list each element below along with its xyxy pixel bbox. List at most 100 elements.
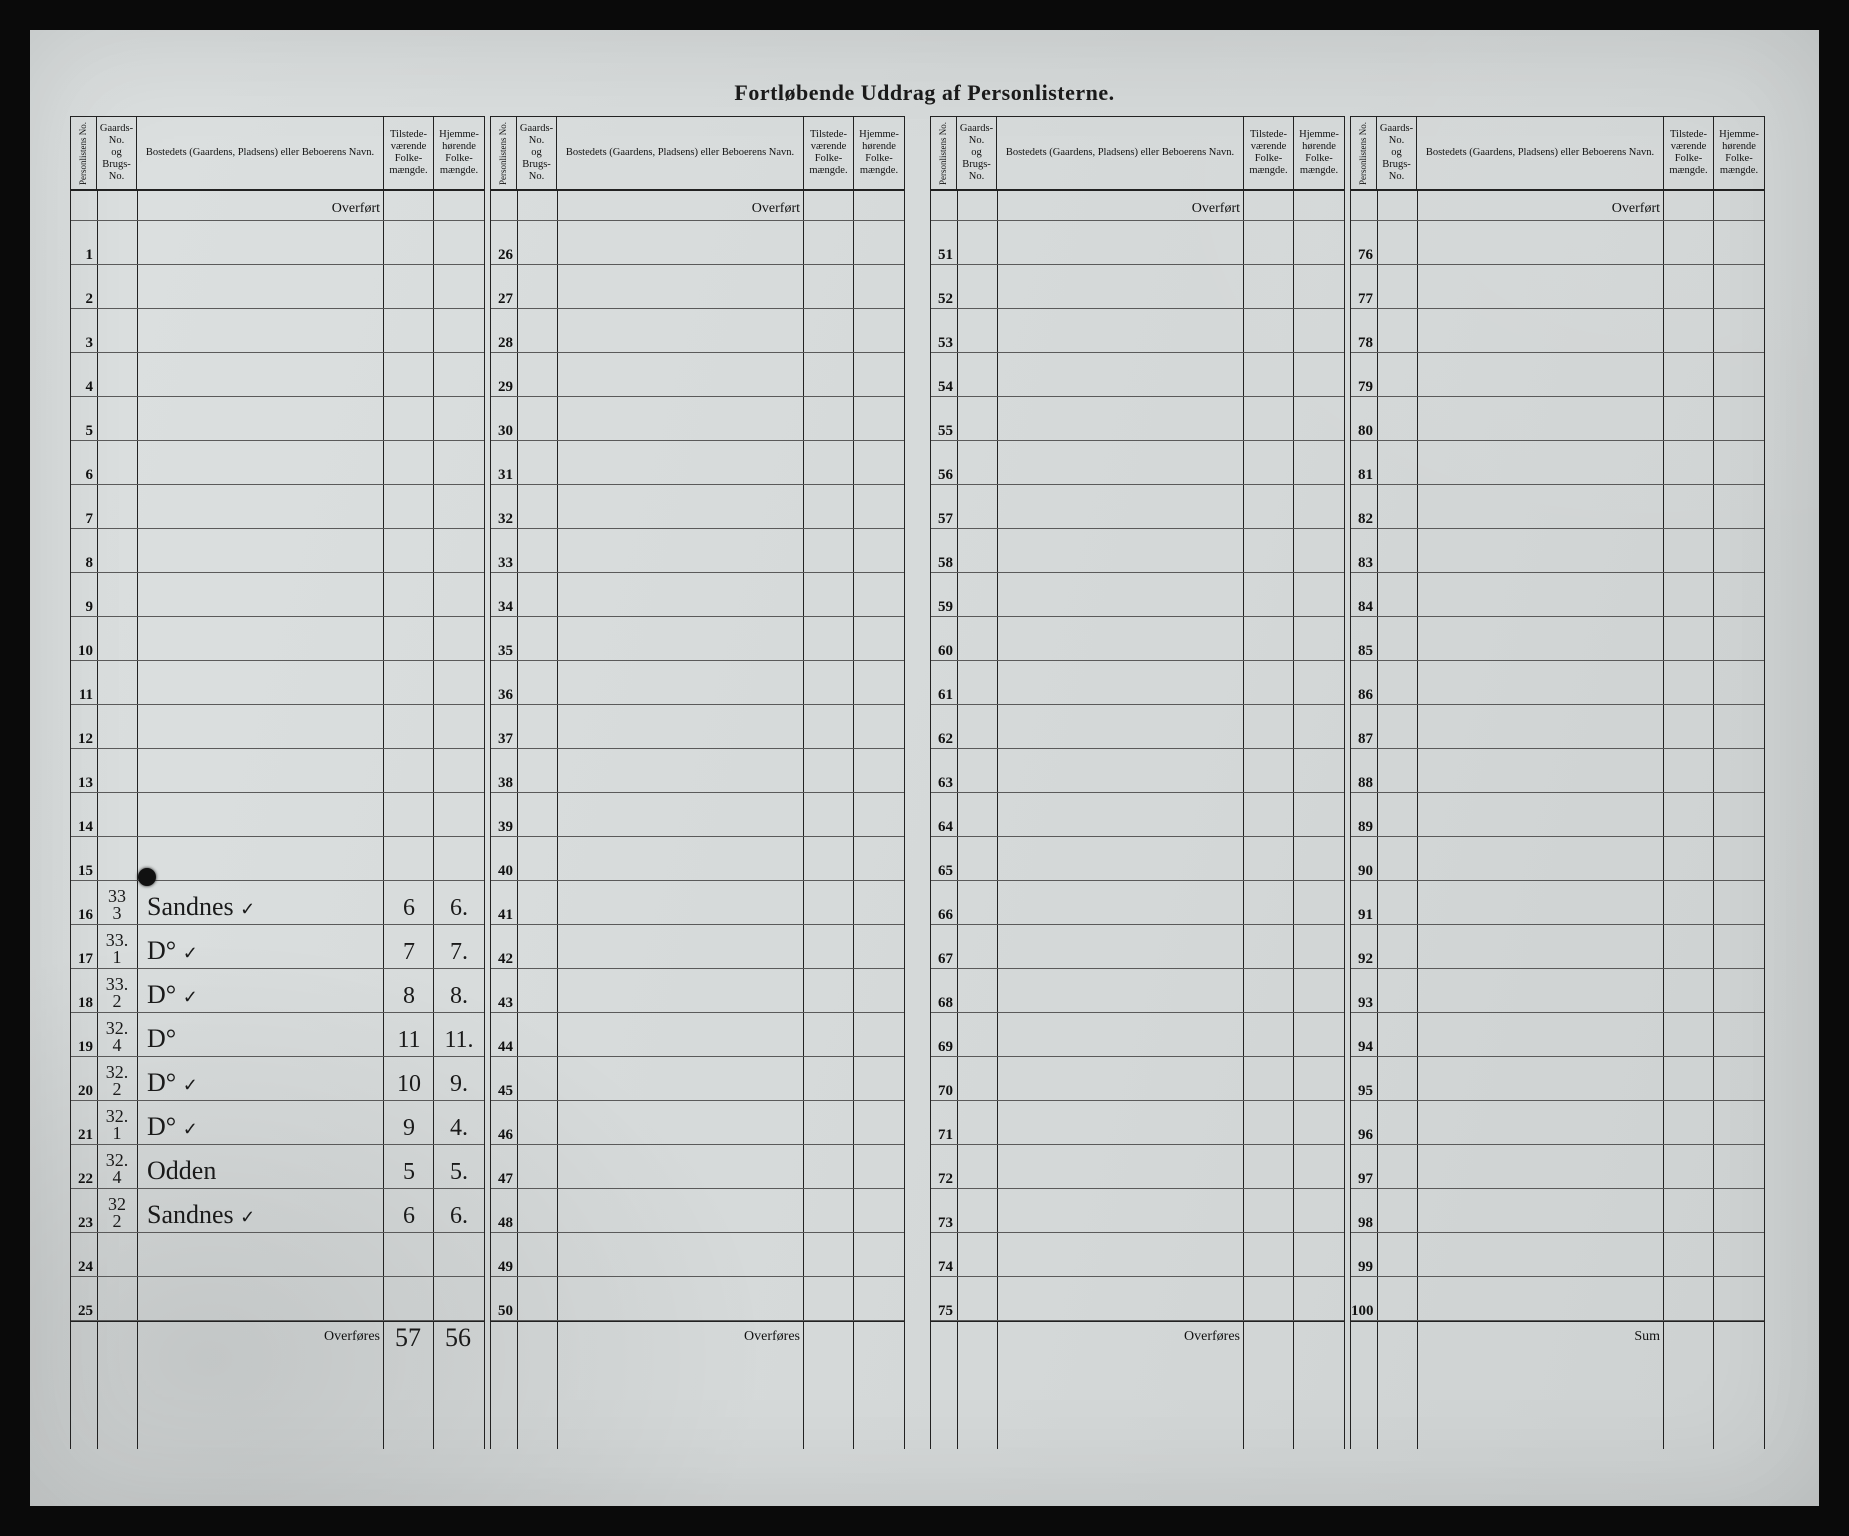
hjemme-val bbox=[1294, 1186, 1344, 1188]
bosted-name bbox=[557, 966, 804, 968]
bosted-name bbox=[557, 394, 804, 396]
hjemme-val bbox=[1714, 482, 1764, 484]
bosted-name bbox=[997, 1098, 1244, 1100]
gaards-no bbox=[1377, 482, 1417, 484]
row-number: 23 bbox=[71, 1215, 97, 1232]
bosted-name bbox=[997, 1230, 1244, 1232]
hjemme-val bbox=[1714, 1318, 1764, 1320]
gaards-no bbox=[1377, 966, 1417, 968]
tilstede-val: 11 bbox=[384, 1027, 434, 1056]
row-number: 48 bbox=[491, 1215, 517, 1232]
tilstede-val bbox=[1244, 658, 1294, 660]
gaards-no bbox=[97, 394, 137, 396]
gaards-no bbox=[517, 350, 557, 352]
col-personliste-no: Personlistens No. bbox=[71, 117, 97, 189]
tilstede-val bbox=[804, 834, 854, 836]
table-row: 94 bbox=[1351, 1013, 1764, 1057]
bosted-name: D° ✓ bbox=[137, 980, 384, 1012]
tilstede-val bbox=[384, 746, 434, 748]
table-row: 38 bbox=[491, 749, 904, 793]
table-row: 12 bbox=[71, 705, 484, 749]
gaards-no bbox=[517, 966, 557, 968]
row-number: 91 bbox=[1351, 907, 1377, 924]
bosted-name bbox=[1417, 878, 1664, 880]
bosted-name: D° ✓ bbox=[137, 1112, 384, 1144]
col-personliste-no: Personlistens No. bbox=[491, 117, 517, 189]
hjemme-val bbox=[434, 746, 484, 748]
table-row: 59 bbox=[931, 573, 1344, 617]
table-row: 27 bbox=[491, 265, 904, 309]
table-row: 13 bbox=[71, 749, 484, 793]
row-number: 82 bbox=[1351, 511, 1377, 528]
bosted-name bbox=[1417, 1230, 1664, 1232]
gaards-no bbox=[517, 1274, 557, 1276]
gaards-no bbox=[957, 614, 997, 616]
tilstede-val bbox=[1244, 746, 1294, 748]
tilstede-val: 6 bbox=[384, 1203, 434, 1232]
tilstede-val bbox=[1244, 1142, 1294, 1144]
hjemme-val bbox=[854, 702, 904, 704]
gaards-no bbox=[97, 658, 137, 660]
tilstede-val bbox=[384, 702, 434, 704]
hjemme-val bbox=[1714, 1054, 1764, 1056]
hjemme-val bbox=[1294, 1230, 1344, 1232]
hjemme-val: 7. bbox=[434, 939, 484, 968]
table-row: 37 bbox=[491, 705, 904, 749]
bosted-name bbox=[1417, 350, 1664, 352]
tilstede-val bbox=[1664, 658, 1714, 660]
tilstede-val bbox=[1664, 746, 1714, 748]
tilstede-val bbox=[804, 1186, 854, 1188]
row-number: 54 bbox=[931, 379, 957, 396]
bosted-name bbox=[997, 438, 1244, 440]
gaards-no bbox=[1377, 262, 1417, 264]
gaards-no bbox=[97, 262, 137, 264]
table-row: 43 bbox=[491, 969, 904, 1013]
row-number: 33 bbox=[491, 555, 517, 572]
table-row: 5 bbox=[71, 397, 484, 441]
table-row: 28 bbox=[491, 309, 904, 353]
table-row: 92 bbox=[1351, 925, 1764, 969]
row-number: 79 bbox=[1351, 379, 1377, 396]
row-number: 32 bbox=[491, 511, 517, 528]
bosted-name bbox=[1417, 746, 1664, 748]
hjemme-val bbox=[1714, 1186, 1764, 1188]
tilstede-val bbox=[804, 350, 854, 352]
row-number: 15 bbox=[71, 863, 97, 880]
table-row: 90 bbox=[1351, 837, 1764, 881]
hjemme-val bbox=[1714, 438, 1764, 440]
bosted-name bbox=[557, 438, 804, 440]
bosted-name bbox=[997, 1054, 1244, 1056]
row-number: 4 bbox=[71, 379, 97, 396]
table-row: 77 bbox=[1351, 265, 1764, 309]
hjemme-val: 6. bbox=[434, 895, 484, 924]
panel-header: Personlistens No.Gaards-No.ogBrugs-No.Bo… bbox=[1350, 116, 1765, 191]
row-number: 80 bbox=[1351, 423, 1377, 440]
tilstede-val bbox=[804, 1010, 854, 1012]
table-row: 51 bbox=[931, 221, 1344, 265]
tilstede-val bbox=[384, 394, 434, 396]
tilstede-val bbox=[804, 966, 854, 968]
gaards-no bbox=[957, 482, 997, 484]
bosted-name bbox=[557, 1274, 804, 1276]
gaards-no bbox=[517, 1142, 557, 1144]
gaards-no: 32.1 bbox=[97, 1108, 137, 1144]
table-row: 3 bbox=[71, 309, 484, 353]
row-number: 76 bbox=[1351, 247, 1377, 264]
table-row: 1733.1D° ✓77. bbox=[71, 925, 484, 969]
bosted-name bbox=[1417, 834, 1664, 836]
bosted-name bbox=[997, 966, 1244, 968]
bosted-name bbox=[1417, 570, 1664, 572]
hjemme-val bbox=[854, 834, 904, 836]
hjemme-val bbox=[1294, 1098, 1344, 1100]
gaards-no bbox=[517, 394, 557, 396]
tilstede-val bbox=[1244, 570, 1294, 572]
gaards-no bbox=[1377, 790, 1417, 792]
bosted-name bbox=[997, 570, 1244, 572]
table-row: 93 bbox=[1351, 969, 1764, 1013]
gaards-no bbox=[97, 878, 137, 880]
hjemme-val bbox=[1714, 1142, 1764, 1144]
bosted-name bbox=[997, 262, 1244, 264]
bosted-name bbox=[557, 262, 804, 264]
row-number: 31 bbox=[491, 467, 517, 484]
tilstede-val bbox=[1244, 702, 1294, 704]
